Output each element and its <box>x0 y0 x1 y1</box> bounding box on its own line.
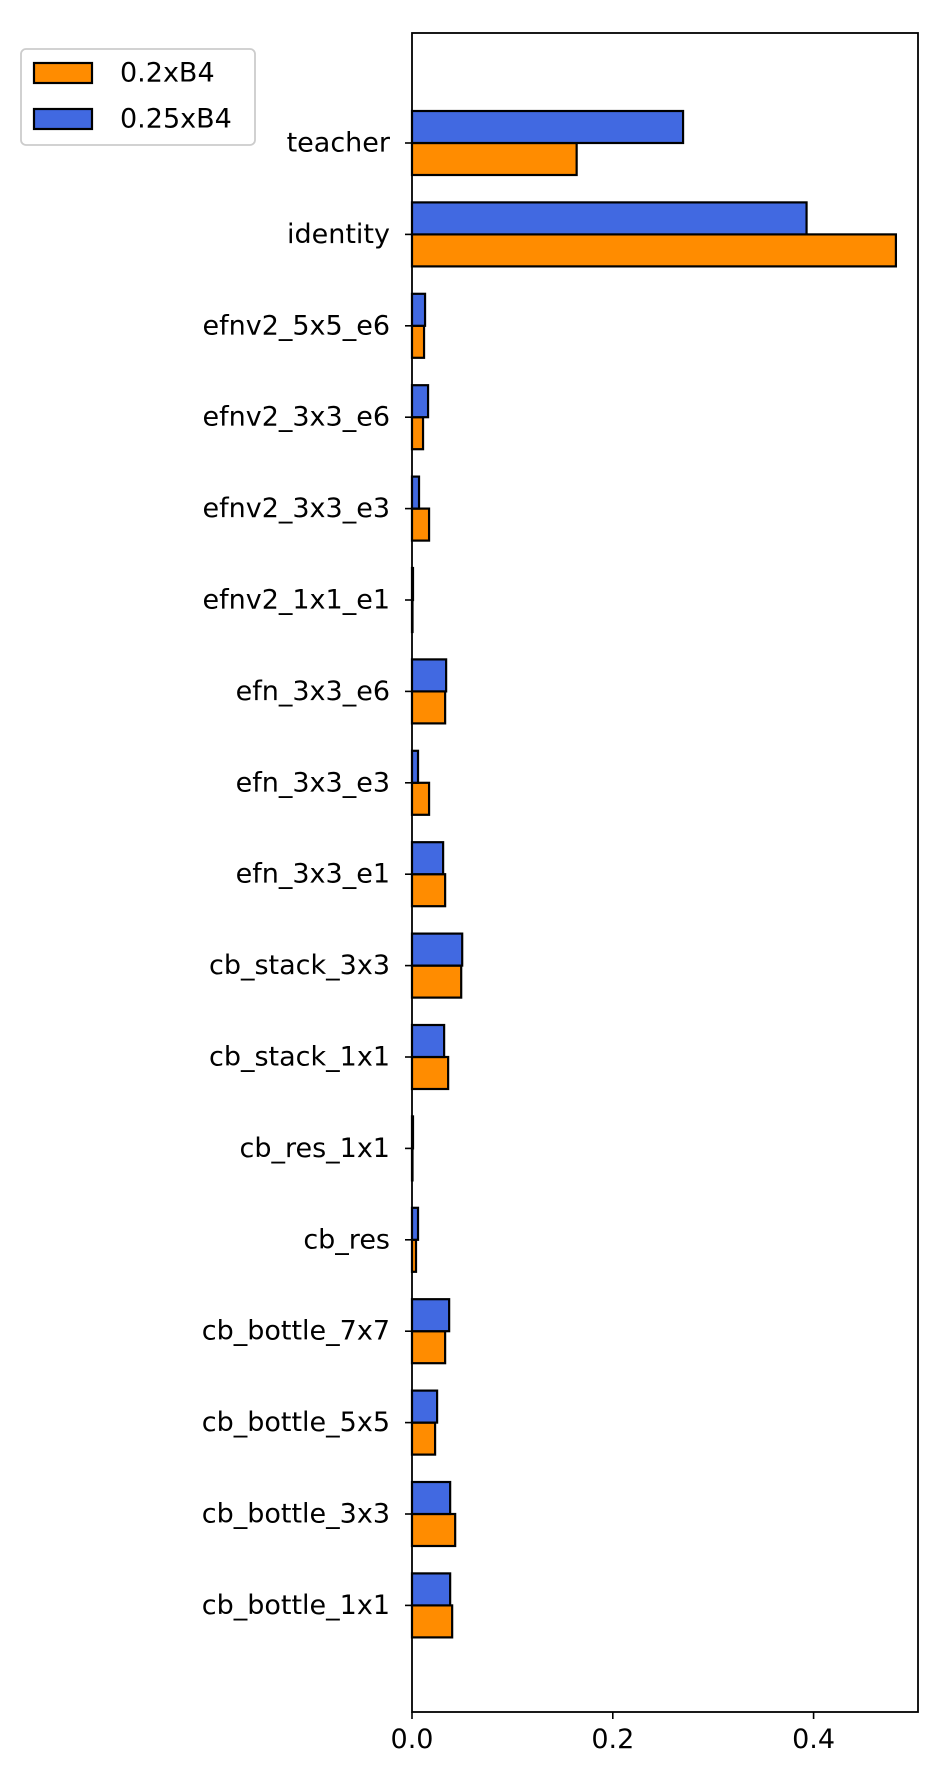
y-tick-label-efn_3x3_e1: efn_3x3_e1 <box>236 859 390 890</box>
y-tick-label-cb_stack_1x1: cb_stack_1x1 <box>209 1042 390 1073</box>
y-tick-label-cb_bottle_1x1: cb_bottle_1x1 <box>202 1590 390 1621</box>
y-tick-label-identity: identity <box>287 219 390 250</box>
legend-swatch-0.25xB4 <box>32 107 94 131</box>
x-tick-label-0.2: 0.2 <box>591 1724 634 1755</box>
bar-0.2xB4-efn_3x3_e6 <box>410 690 447 725</box>
y-tick-label-cb_res_1x1: cb_res_1x1 <box>239 1133 390 1164</box>
y-tick-label-efn_3x3_e6: efn_3x3_e6 <box>236 676 390 707</box>
y-tick-label-efnv2_3x3_e6: efnv2_3x3_e6 <box>202 402 390 433</box>
bar-0.2xB4-efnv2_3x3_e3 <box>410 507 431 542</box>
legend-label-0.2xB4: 0.2xB4 <box>120 58 215 89</box>
bar-0.25xB4-efnv2_3x3_e3 <box>410 475 421 510</box>
y-tick-label-cb_bottle_7x7: cb_bottle_7x7 <box>202 1316 390 1347</box>
legend-label-0.25xB4: 0.25xB4 <box>120 104 232 135</box>
bar-0.2xB4-efnv2_5x5_e6 <box>410 324 426 359</box>
bar-0.2xB4-efn_3x3_e3 <box>410 781 431 816</box>
legend: 0.2xB4 0.25xB4 <box>20 48 256 146</box>
bar-0.25xB4-efn_3x3_e3 <box>410 749 420 784</box>
bars-layer <box>410 109 898 1639</box>
bar-0.2xB4-cb_bottle_1x1 <box>410 1604 454 1639</box>
legend-swatch-0.2xB4 <box>32 61 94 85</box>
bar-0.25xB4-teacher <box>410 109 685 145</box>
bar-0.2xB4-efnv2_3x3_e6 <box>410 416 425 451</box>
bar-0.25xB4-cb_stack_3x3 <box>410 932 464 967</box>
bar-0.2xB4-efn_3x3_e1 <box>410 873 447 908</box>
plot-frame <box>411 32 919 1713</box>
bar-0.25xB4-cb_res <box>410 1206 420 1241</box>
bar-0.25xB4-efnv2_3x3_e6 <box>410 384 430 419</box>
x-tick-label-0.4: 0.4 <box>792 1724 835 1755</box>
bar-0.2xB4-cb_stack_3x3 <box>410 964 463 999</box>
bar-0.25xB4-cb_bottle_3x3 <box>410 1480 452 1516</box>
bar-0.25xB4-cb_bottle_5x5 <box>410 1389 439 1424</box>
bar-0.25xB4-efnv2_5x5_e6 <box>410 292 427 327</box>
y-tick-label-efnv2_3x3_e3: efnv2_3x3_e3 <box>202 493 390 524</box>
bar-0.25xB4-efn_3x3_e6 <box>410 658 448 693</box>
x-tick-label-0.0: 0.0 <box>391 1724 434 1755</box>
bar-0.2xB4-cb_bottle_3x3 <box>410 1512 457 1548</box>
y-tick-label-teacher: teacher <box>287 128 391 159</box>
bar-0.2xB4-cb_bottle_7x7 <box>410 1330 447 1365</box>
y-tick-label-cb_bottle_5x5: cb_bottle_5x5 <box>202 1407 390 1438</box>
bar-0.25xB4-efn_3x3_e1 <box>410 841 445 876</box>
axes-layer: teacher identity efnv2_5x5_e6 efnv2_3x3_e6e… <box>202 32 919 1755</box>
bar-0.2xB4-teacher <box>410 141 578 177</box>
y-tick-label-cb_bottle_3x3: cb_bottle_3x3 <box>202 1499 390 1530</box>
bar-0.2xB4-cb_bottle_5x5 <box>410 1421 437 1456</box>
bar-0.25xB4-cb_bottle_1x1 <box>410 1572 452 1607</box>
bar-0.2xB4-identity <box>410 233 898 268</box>
bar-0.25xB4-identity <box>410 201 808 236</box>
bar-0.25xB4-cb_bottle_7x7 <box>410 1298 451 1333</box>
y-tick-label-efnv2_5x5_e6: efnv2_5x5_e6 <box>202 310 390 341</box>
bar-0.2xB4-cb_stack_1x1 <box>410 1055 450 1091</box>
y-tick-label-cb_res: cb_res <box>303 1224 390 1255</box>
y-tick-label-cb_stack_3x3: cb_stack_3x3 <box>209 950 390 981</box>
bar-0.25xB4-cb_stack_1x1 <box>410 1023 446 1059</box>
y-tick-label-efn_3x3_e3: efn_3x3_e3 <box>236 767 390 798</box>
y-tick-label-efnv2_1x1_e1: efnv2_1x1_e1 <box>202 585 390 616</box>
